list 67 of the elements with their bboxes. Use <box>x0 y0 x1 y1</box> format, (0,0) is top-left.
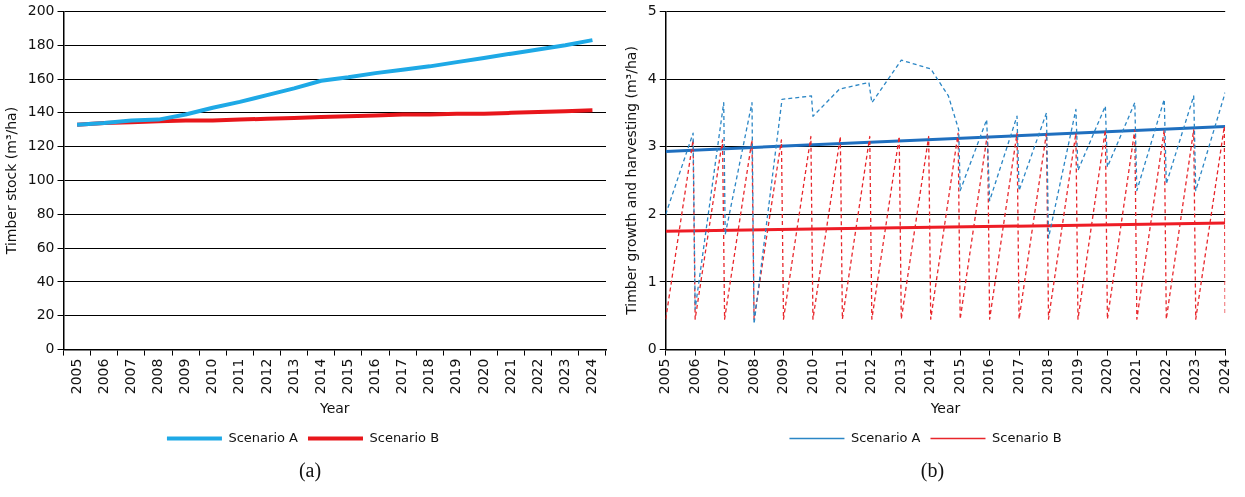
x-tick-label: 2024 <box>1215 358 1232 395</box>
text: (a) <box>297 458 323 484</box>
x-axis-title: Year <box>318 400 350 417</box>
legend-label: Scenario A <box>850 429 921 445</box>
y-tick-label: 60 <box>36 238 55 255</box>
x-tick-label: 2009 <box>774 358 791 395</box>
x-tick-label: 2007 <box>121 358 138 395</box>
y-tick-label: 0 <box>45 340 55 357</box>
x-tick-label: 2011 <box>230 358 247 395</box>
x-tick-label: 2015 <box>338 358 355 395</box>
x-tick-label: 2020 <box>474 358 491 395</box>
x-tick-label: 2008 <box>149 358 166 395</box>
x-tick-label: 2023 <box>1186 358 1203 395</box>
x-tick-label: 2007 <box>715 358 732 395</box>
x-tick-label: 2019 <box>1068 358 1085 395</box>
x-tick-label: 2018 <box>1039 358 1056 395</box>
y-tick-label: 2 <box>647 204 657 221</box>
x-tick-label: 2022 <box>528 358 545 395</box>
x-tick-label: 2024 <box>583 358 600 395</box>
x-tick-label: 2021 <box>501 358 518 395</box>
y-tick-label: 180 <box>27 35 55 52</box>
x-tick-label: 2018 <box>420 358 437 395</box>
x-tick-label: 2022 <box>1156 358 1173 395</box>
x-axis-title: Year <box>929 400 961 417</box>
y-tick-label: 120 <box>27 137 55 154</box>
x-tick-label: 2023 <box>555 358 572 395</box>
y-tick-label: 80 <box>36 204 55 221</box>
x-tick-label: 2019 <box>447 358 464 395</box>
x-tick-label: 2017 <box>393 358 410 395</box>
y-axis-title: Timber stock (m³/ha) <box>3 106 20 256</box>
x-tick-label: 2009 <box>176 358 193 395</box>
x-tick-label: 2005 <box>656 358 673 395</box>
y-tick-label: 100 <box>27 171 55 188</box>
x-tick-label: 2011 <box>833 358 850 395</box>
x-tick-label: 2020 <box>1098 358 1115 395</box>
x-tick-label: 2016 <box>980 358 997 395</box>
y-tick-label: 40 <box>36 272 55 289</box>
y-tick-label: 4 <box>647 69 657 86</box>
x-tick-label: 2014 <box>311 358 328 395</box>
y-tick-label: 160 <box>27 69 55 86</box>
legend-label: Scenario B <box>369 429 440 445</box>
y-tick-label: 0 <box>647 340 657 357</box>
x-tick-label: 2016 <box>366 358 383 395</box>
y-tick-label: 3 <box>647 137 657 154</box>
legend-label: Scenario A <box>228 429 299 445</box>
x-tick-label: 2006 <box>685 358 702 395</box>
y-tick-label: 20 <box>36 306 55 323</box>
y-tick-label: 200 <box>27 2 55 19</box>
x-tick-label: 2021 <box>1127 358 1144 395</box>
x-tick-label: 2012 <box>862 358 879 395</box>
y-tick-label: 5 <box>647 2 657 19</box>
x-tick-label: 2017 <box>1009 358 1026 395</box>
x-tick-label: 2006 <box>94 358 111 395</box>
x-tick-label: 2008 <box>744 358 761 395</box>
x-tick-label: 2013 <box>891 358 908 395</box>
x-tick-label: 2014 <box>921 358 938 395</box>
legend-label: Scenario B <box>991 429 1062 445</box>
x-tick-label: 2015 <box>950 358 967 395</box>
x-tick-label: 2010 <box>803 358 820 395</box>
x-tick-label: 2013 <box>284 358 301 395</box>
x-tick-label: 2012 <box>257 358 274 395</box>
y-tick-label: 1 <box>647 272 657 289</box>
x-tick-label: 2010 <box>203 358 220 395</box>
y-tick-label: 140 <box>27 103 55 120</box>
y-axis-title: Timber growth and harvesting (m³/ha) <box>623 46 640 316</box>
x-tick-label: 2005 <box>67 358 84 395</box>
text: (b) <box>919 458 946 484</box>
